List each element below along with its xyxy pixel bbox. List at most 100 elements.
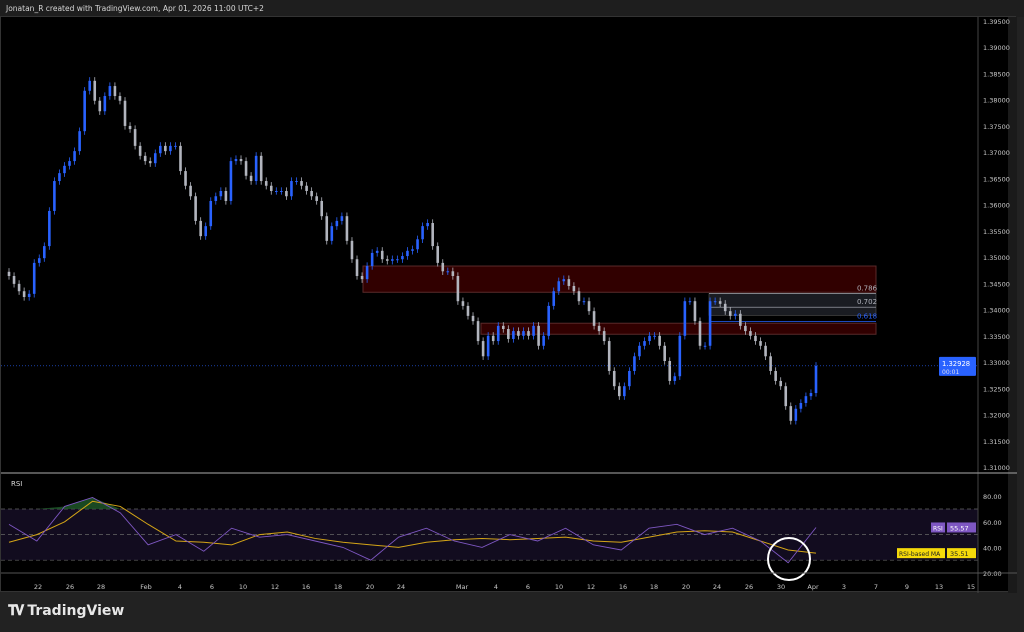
candle-body	[623, 386, 626, 397]
candle-body	[693, 301, 697, 322]
candle-body	[355, 259, 359, 277]
candle-body	[83, 90, 86, 132]
candle-body	[698, 321, 702, 346]
time-tick-label: Mar	[456, 583, 469, 591]
candle-body	[68, 161, 71, 166]
candle-body	[759, 341, 762, 346]
candle-body	[542, 335, 545, 346]
candle-body	[436, 246, 440, 263]
candle-body	[769, 356, 772, 371]
candle-body	[491, 335, 495, 342]
candle-body	[209, 200, 213, 227]
fib-label: 0.702	[857, 298, 877, 306]
time-tick-label: 12	[587, 583, 595, 591]
candle-body	[633, 356, 636, 371]
candle-body	[199, 220, 202, 237]
candle-body	[446, 271, 450, 273]
price-countdown: 00:01	[942, 369, 959, 376]
rsi-tick-label: 60.00	[983, 519, 1002, 527]
candle-body	[204, 226, 208, 237]
candle-body	[744, 325, 747, 332]
price-tick-label: 1.39000	[983, 44, 1010, 52]
chart-area[interactable]: 0.786 0.702 0.618 RSI 1.39500 1.39000 1.3850…	[0, 16, 1017, 593]
rsi-ma-value: 35.51	[950, 550, 969, 558]
candle-body	[224, 191, 228, 201]
rsi-value: 55.57	[950, 524, 969, 532]
time-tick-label: 22	[34, 583, 42, 591]
price-tick-label: 1.35000	[983, 254, 1010, 262]
candle-body	[93, 80, 97, 101]
candle-body	[164, 145, 167, 152]
price-tick-label: 1.35500	[983, 228, 1010, 236]
candle-body	[88, 80, 91, 91]
time-tick-label: 26	[745, 583, 753, 591]
candle-body	[345, 216, 349, 241]
candle-body	[718, 301, 722, 304]
time-tick-label: 24	[713, 583, 721, 591]
candle-body	[239, 158, 243, 162]
candle-body	[512, 331, 515, 339]
price-tick-label: 1.38000	[983, 97, 1010, 105]
candle-body	[78, 131, 81, 152]
candle-body	[441, 262, 445, 272]
price-tick-label: 1.36000	[983, 202, 1010, 210]
candle-body	[607, 341, 611, 371]
candle-body	[517, 331, 520, 336]
rsi-pane-title: RSI	[11, 480, 22, 488]
time-tick-label: 10	[555, 583, 563, 591]
candle-body	[643, 341, 646, 346]
current-price-tag	[939, 356, 976, 376]
price-tick-label: 1.31500	[983, 438, 1010, 446]
candle-body	[426, 223, 429, 227]
candle-body	[617, 386, 621, 397]
rsi-line	[8, 496, 817, 564]
axis-strip	[1008, 17, 1017, 593]
price-tick-label: 1.32500	[983, 385, 1010, 393]
candle-body	[295, 181, 298, 183]
candle-body	[572, 285, 576, 292]
fib-box	[708, 293, 877, 316]
candle-body	[269, 185, 273, 192]
candle-body	[7, 271, 11, 277]
price-tick-label: 1.39500	[983, 18, 1010, 26]
candle-body	[53, 181, 56, 211]
candle-body	[557, 281, 561, 292]
candle-body	[774, 370, 777, 381]
candle-body	[723, 303, 727, 312]
candle-body	[486, 335, 490, 357]
candle-body	[340, 216, 344, 221]
candle-body	[396, 259, 399, 261]
candle-body	[128, 125, 132, 130]
candle-body	[789, 406, 793, 421]
time-tick-label: 26	[66, 583, 74, 591]
candle-body	[375, 250, 379, 253]
time-tick-label: 9	[905, 583, 909, 591]
candle-body	[12, 276, 16, 284]
price-tick-label: 1.34500	[983, 280, 1010, 288]
candle-body	[401, 256, 404, 260]
time-tick-label: Apr	[807, 583, 819, 591]
candle-body	[194, 196, 197, 221]
candle-body	[118, 96, 122, 101]
candle-body	[547, 305, 550, 336]
candle-body	[476, 321, 480, 342]
candle-body	[63, 165, 66, 174]
candle-body	[315, 196, 318, 201]
candle-body	[466, 305, 470, 316]
chart-canvas[interactable]: 0.786 0.702 0.618 RSI 1.39500 1.39000 1.3850…	[1, 17, 1017, 593]
candle-body	[799, 402, 803, 409]
candle-body	[290, 181, 293, 197]
candle-body	[809, 393, 813, 397]
candle-body	[471, 315, 475, 322]
candle-body	[764, 345, 767, 357]
rsi-ma-name-tag	[897, 548, 945, 559]
candle-body	[148, 161, 152, 164]
candle-body	[567, 279, 571, 286]
candle-body	[300, 181, 303, 186]
price-tick-label: 1.31000	[983, 464, 1010, 472]
candle-body	[456, 276, 460, 302]
candle-body	[159, 145, 162, 154]
candle-body	[703, 345, 707, 347]
candle-body	[507, 328, 510, 339]
candle-body	[416, 239, 419, 250]
